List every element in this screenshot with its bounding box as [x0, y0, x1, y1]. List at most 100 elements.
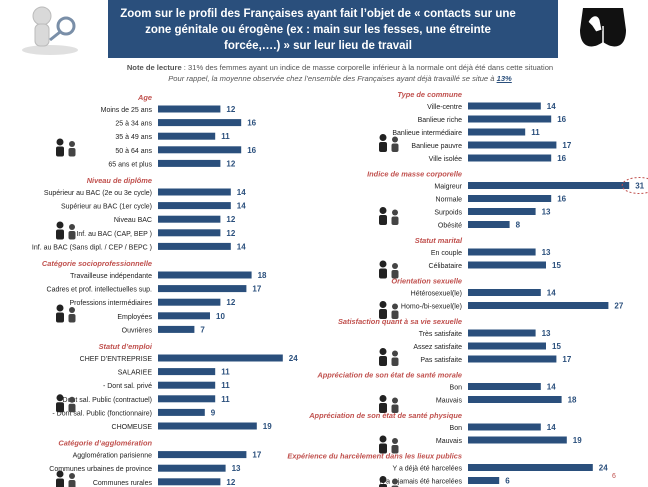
bar: [158, 242, 231, 250]
bar: [468, 141, 557, 149]
header-band: [0, 0, 648, 58]
data-label: 12: [226, 105, 235, 114]
head-icon: [379, 395, 399, 413]
bar: [158, 285, 247, 293]
bar: [158, 229, 221, 237]
reading-note: Note de lecture : 31% des femmes ayant u…: [60, 63, 620, 72]
average-reminder: Pour rappel, la moyenne observée chez l’…: [60, 74, 620, 83]
bar: [158, 146, 242, 154]
data-label: 12: [226, 298, 235, 307]
data-label: 17: [252, 285, 261, 294]
data-label: 14: [237, 202, 246, 211]
data-label: 15: [552, 261, 561, 270]
bar: [158, 395, 216, 403]
section-title: Catégorie d’agglomération: [58, 439, 152, 448]
highlight-circle: [621, 177, 648, 194]
data-label: 17: [562, 141, 571, 150]
bar: [468, 208, 536, 215]
harassment-icon: [379, 476, 399, 487]
row-label: Bon: [450, 385, 463, 392]
row-label: Communes rurales: [93, 480, 153, 487]
data-label: 16: [557, 154, 566, 163]
bar: [468, 115, 552, 123]
row-label: Très satisfaite: [419, 331, 462, 338]
bar: [468, 289, 541, 296]
bar: [468, 261, 546, 269]
row-label: Niveau BAC: [114, 217, 152, 224]
data-label: 13: [542, 329, 551, 338]
bar: [468, 477, 500, 484]
data-label: 12: [226, 229, 235, 238]
row-label: En couple: [431, 250, 462, 257]
row-label: Maigreur: [434, 184, 462, 191]
section-title: Expérience du harcèlement dans les lieux…: [287, 452, 462, 461]
row-label: - Dont sal. Public (contractuel): [58, 397, 152, 404]
data-label: 17: [252, 451, 261, 460]
row-label: Ville isolée: [429, 156, 462, 163]
bar: [158, 119, 242, 127]
bar: [468, 383, 541, 390]
data-label: 12: [226, 478, 235, 487]
row-label: 25 à 34 ans: [115, 121, 152, 128]
bar: [468, 423, 541, 431]
data-label: 14: [547, 102, 556, 111]
logo-area: [0, 0, 108, 58]
data-label: 6: [505, 477, 510, 486]
row-label: 50 à 64 ans: [115, 148, 152, 155]
data-label: 16: [557, 115, 566, 124]
data-label: 27: [614, 302, 623, 311]
row-label: Cadres et prof. intellectuelles sup.: [47, 287, 152, 294]
bar: [158, 464, 226, 472]
row-label: Banlieue riche: [418, 117, 462, 124]
reading-note-text: : 31% des femmes ayant un indice de mass…: [181, 63, 554, 72]
row-label: Pas satisfaite: [420, 357, 462, 364]
bar: [468, 128, 526, 136]
row-label: Célibataire: [429, 263, 463, 270]
bar: [158, 422, 257, 430]
diploma-icon: [56, 221, 76, 240]
page-number: 6: [612, 473, 616, 480]
bed-icon: [379, 348, 399, 366]
row-label: Y a déjà été harcelées: [392, 466, 462, 473]
row-label: Mauvais: [436, 398, 463, 405]
data-label: 14: [547, 423, 556, 432]
row-label: Inf. au BAC (Sans dipl. / CEP / BEPC ): [32, 244, 152, 251]
section-title: Indice de masse corporelle: [367, 170, 462, 179]
row-label: Obésité: [438, 223, 462, 230]
data-label: 24: [599, 464, 608, 473]
bar: [158, 325, 195, 333]
data-label: 13: [232, 464, 241, 473]
row-label: Employées: [117, 314, 152, 321]
row-label: N’a a jamais été harcelées: [380, 479, 463, 486]
data-label: 13: [542, 248, 551, 257]
age-people-icon: [56, 138, 76, 157]
row-label: SALARIEE: [118, 370, 153, 377]
row-label: Travailleuse indépendante: [70, 273, 152, 280]
data-label: 15: [552, 342, 561, 351]
data-label: 17: [562, 355, 571, 364]
couple-icon: [379, 260, 399, 279]
bar: [468, 102, 541, 110]
section-title: Type de commune: [397, 90, 462, 99]
row-label: Banlieue intermédiaire: [392, 130, 462, 137]
bar: [158, 132, 216, 140]
data-label: 18: [258, 271, 267, 280]
section-title: Niveau de diplôme: [87, 176, 152, 185]
bar: [158, 188, 231, 196]
data-label: 7: [200, 325, 205, 334]
bar: [158, 215, 221, 223]
data-label: 14: [237, 188, 246, 197]
org-chart-icon: [56, 394, 76, 413]
data-label: 12: [226, 215, 235, 224]
row-label: CHEF D’ENTREPRISE: [80, 356, 153, 363]
section-title: Age: [137, 93, 152, 102]
data-label: 10: [216, 312, 225, 321]
city-icon: [56, 470, 76, 487]
row-label: Ouvrières: [122, 327, 153, 334]
topic-icon-area: [558, 0, 648, 58]
row-label: Hétérosexuel(le): [411, 291, 462, 298]
body-icon: [379, 435, 399, 454]
data-label: 11: [221, 395, 230, 404]
data-label: 14: [547, 383, 556, 392]
gender-symbols-icon: [379, 301, 399, 319]
